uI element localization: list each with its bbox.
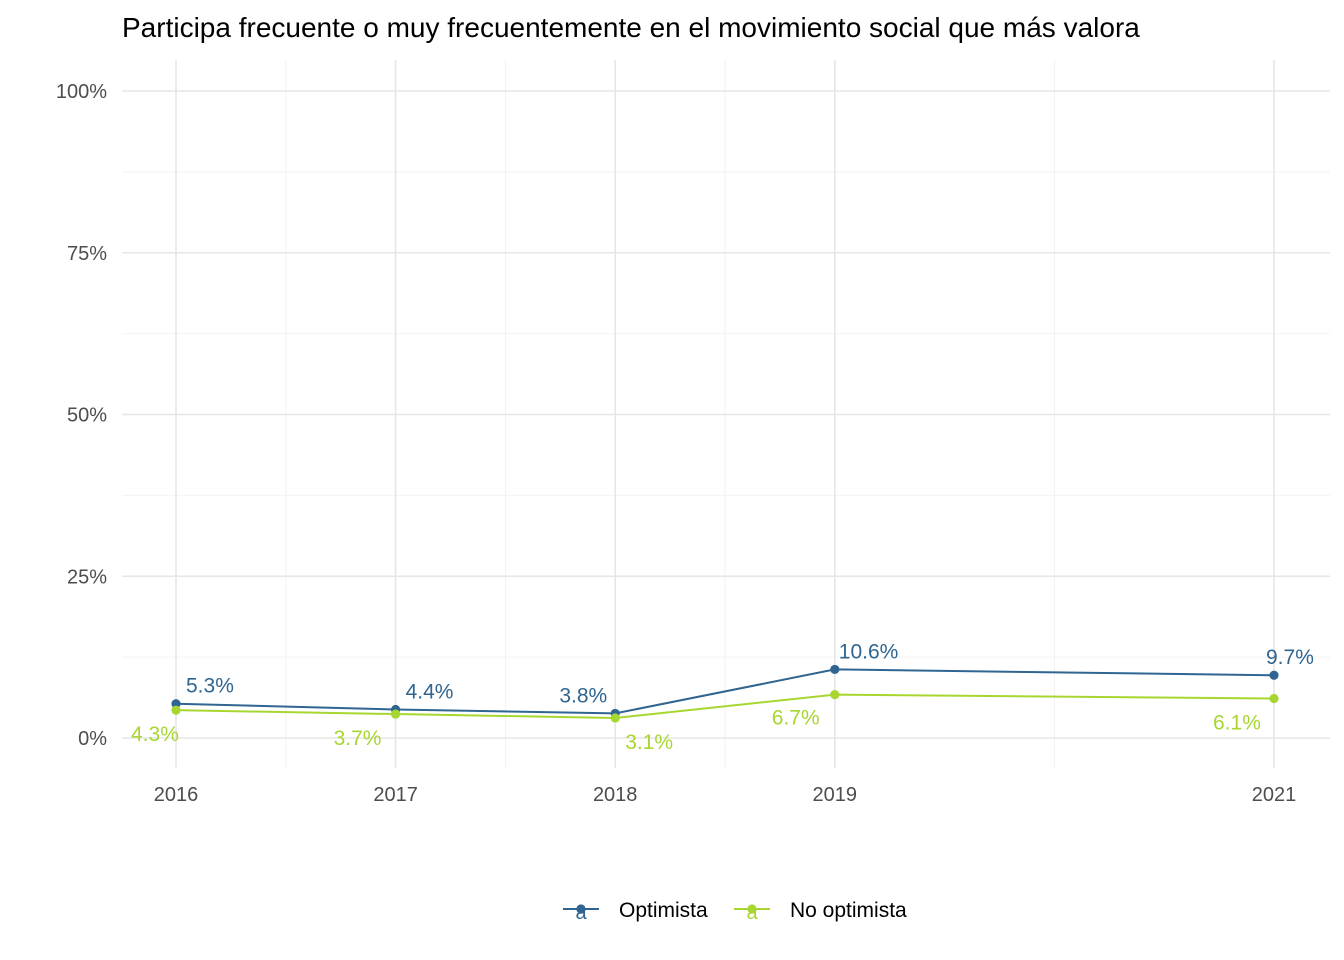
x-tick-label: 2021 bbox=[1252, 784, 1297, 806]
data-point bbox=[830, 664, 840, 675]
data-label: 4.3% bbox=[131, 723, 179, 746]
x-tick-label: 2016 bbox=[154, 784, 199, 806]
data-label: 10.6% bbox=[839, 640, 899, 663]
data-point bbox=[391, 709, 401, 719]
legend-key-point bbox=[747, 904, 757, 914]
y-tick-label: 50% bbox=[67, 405, 107, 427]
legend-label: No optimista bbox=[790, 899, 907, 922]
x-tick-label: 2017 bbox=[373, 784, 418, 806]
y-tick-label: 0% bbox=[78, 728, 107, 750]
data-label: 9.7% bbox=[1266, 646, 1314, 669]
data-label: 6.1% bbox=[1213, 712, 1261, 735]
y-axis: 0% 25% 50% 75% 100% bbox=[56, 81, 107, 750]
legend: a Optimista a No optimista bbox=[563, 899, 907, 924]
data-label: 5.3% bbox=[186, 675, 234, 698]
data-point bbox=[830, 690, 840, 700]
legend-label: Optimista bbox=[619, 899, 708, 922]
data-point bbox=[610, 713, 620, 723]
x-tick-label: 2018 bbox=[593, 784, 638, 806]
legend-key-glyph: a bbox=[575, 902, 587, 924]
data-label: 4.4% bbox=[406, 681, 454, 704]
x-axis: 2016 2017 2018 2019 2021 bbox=[154, 784, 1297, 806]
y-tick-label: 25% bbox=[67, 566, 107, 588]
data-label: 6.7% bbox=[772, 707, 820, 730]
data-label: 3.8% bbox=[559, 684, 607, 707]
data-label: 3.1% bbox=[625, 731, 673, 754]
data-point bbox=[1269, 670, 1279, 680]
data-point bbox=[1269, 693, 1279, 704]
y-tick-label: 75% bbox=[67, 243, 107, 265]
y-tick-label: 100% bbox=[56, 81, 107, 103]
legend-key-glyph: a bbox=[746, 902, 758, 924]
chart-title: Participa frecuente o muy frecuentemente… bbox=[122, 12, 1140, 43]
data-point bbox=[171, 699, 181, 709]
grid bbox=[122, 60, 1330, 768]
data-point bbox=[171, 705, 181, 715]
data-label: 3.7% bbox=[334, 727, 382, 750]
series-layer: 5.3% 4.4% 3.8% 10.6% 9.7% 4.3% 3.7% 3.1% 6.7% 6.1… bbox=[131, 640, 1314, 754]
legend-key-point bbox=[576, 904, 586, 914]
x-tick-label: 2019 bbox=[813, 784, 858, 806]
